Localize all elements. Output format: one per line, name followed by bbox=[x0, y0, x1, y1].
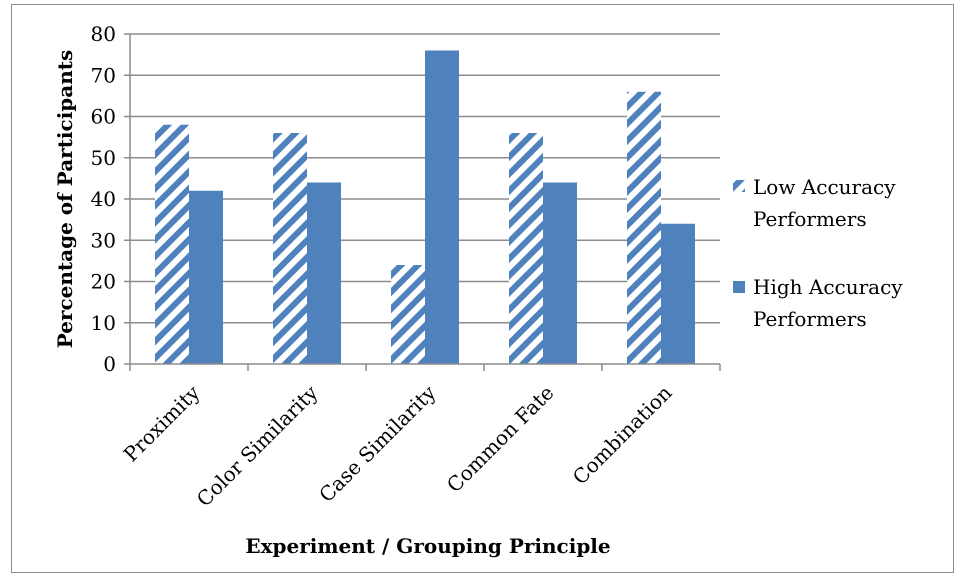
y-tick-labels: 0 10 20 30 40 50 60 70 80 bbox=[91, 22, 116, 376]
y-tick-label: 70 bbox=[91, 63, 116, 87]
bar-low-accuracy bbox=[509, 133, 543, 364]
bar-low-accuracy bbox=[273, 133, 307, 364]
y-tick-label: 40 bbox=[91, 187, 116, 211]
legend-swatch-low-accuracy bbox=[733, 180, 745, 192]
legend-swatch-high-accuracy bbox=[733, 281, 745, 293]
legend-label-high-accuracy-line1: High Accuracy bbox=[753, 275, 903, 299]
y-tick-label: 60 bbox=[91, 105, 116, 129]
y-axis-title: Percentage of Participants bbox=[53, 50, 77, 349]
legend-label-low-accuracy-line1: Low Accuracy bbox=[753, 175, 896, 199]
y-tick-label: 10 bbox=[91, 311, 116, 335]
bar-high-accuracy bbox=[189, 190, 223, 364]
bar-high-accuracy bbox=[543, 182, 577, 364]
bar-low-accuracy bbox=[155, 124, 189, 364]
bar-high-accuracy bbox=[661, 223, 695, 364]
bar-high-accuracy bbox=[425, 50, 459, 364]
legend: Low Accuracy Performers High Accuracy Pe… bbox=[733, 175, 903, 331]
legend-item-high-accuracy: High Accuracy Performers bbox=[733, 275, 903, 331]
bar-low-accuracy bbox=[391, 265, 425, 364]
y-tick-label: 50 bbox=[91, 146, 116, 170]
y-tick-label: 0 bbox=[103, 352, 116, 376]
x-tick-label: Proximity bbox=[119, 380, 205, 466]
axes bbox=[129, 34, 721, 371]
y-tick-label: 30 bbox=[91, 228, 116, 252]
bar-low-accuracy bbox=[627, 91, 661, 364]
legend-item-low-accuracy: Low Accuracy Performers bbox=[733, 175, 896, 231]
y-tick-label: 80 bbox=[91, 22, 116, 46]
x-tick-label: Combination bbox=[568, 380, 677, 489]
y-tick-label: 20 bbox=[91, 270, 116, 294]
bars bbox=[155, 50, 695, 364]
legend-label-low-accuracy-line2: Performers bbox=[753, 207, 867, 231]
x-tick-label: Case Similarity bbox=[314, 380, 441, 507]
bar-high-accuracy bbox=[307, 182, 341, 364]
legend-label-high-accuracy-line2: Performers bbox=[753, 307, 867, 331]
x-axis-title: Experiment / Grouping Principle bbox=[245, 534, 610, 558]
x-tick-label: Color Similarity bbox=[192, 380, 323, 511]
x-tick-label: Common Fate bbox=[442, 381, 559, 498]
